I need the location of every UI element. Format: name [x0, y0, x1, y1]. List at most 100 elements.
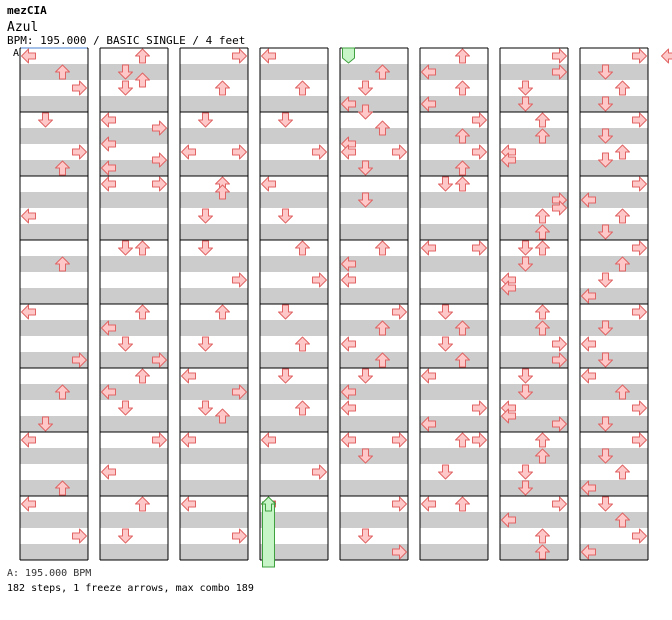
beat-stripe	[260, 192, 328, 208]
down-arrow-icon	[198, 400, 213, 416]
beat-stripe	[20, 320, 88, 336]
left-arrow-icon	[501, 152, 516, 168]
right-arrow-icon	[392, 144, 407, 160]
left-arrow-icon	[581, 288, 596, 304]
beat-stripe	[340, 304, 408, 320]
beat-stripe	[580, 352, 648, 368]
down-arrow-icon	[598, 96, 613, 112]
left-arrow-icon	[421, 240, 436, 256]
up-arrow-icon	[535, 528, 550, 544]
beat-stripe	[500, 192, 568, 208]
right-arrow-icon	[552, 64, 567, 80]
up-arrow-icon	[455, 352, 470, 368]
beat-stripe	[340, 176, 408, 192]
down-arrow-icon	[438, 464, 453, 480]
beat-stripe	[420, 432, 488, 448]
beat-stripe	[500, 224, 568, 240]
beat-stripe	[260, 160, 328, 176]
down-arrow-icon	[438, 304, 453, 320]
beat-stripe	[500, 320, 568, 336]
beat-stripe	[500, 304, 568, 320]
beat-stripe	[420, 288, 488, 304]
beat-stripe	[500, 400, 568, 416]
beat-stripe	[420, 208, 488, 224]
beat-stripe	[260, 112, 328, 128]
beat-stripe	[340, 64, 408, 80]
left-arrow-icon	[101, 136, 116, 152]
right-arrow-icon	[552, 48, 567, 64]
down-arrow-icon	[278, 304, 293, 320]
down-arrow-icon	[358, 192, 373, 208]
beat-stripe	[580, 128, 648, 144]
freeze-head-up-arrow-icon	[261, 496, 276, 512]
beat-stripe	[500, 512, 568, 528]
down-arrow-icon	[518, 480, 533, 496]
down-arrow-icon	[278, 368, 293, 384]
down-arrow-icon	[38, 112, 53, 128]
beat-stripe	[180, 80, 248, 96]
beat-stripe	[260, 96, 328, 112]
beat-stripe	[20, 80, 88, 96]
beat-stripe	[260, 512, 328, 528]
right-arrow-icon	[232, 528, 247, 544]
right-arrow-icon	[232, 48, 247, 64]
beat-stripe	[580, 240, 648, 256]
left-arrow-icon	[21, 432, 36, 448]
beat-stripe	[500, 80, 568, 96]
left-arrow-icon	[341, 432, 356, 448]
beat-stripe	[580, 272, 648, 288]
down-arrow-icon	[598, 496, 613, 512]
freeze-body	[262, 501, 275, 568]
beat-stripe	[180, 48, 248, 64]
beat-stripe	[180, 128, 248, 144]
down-arrow-icon	[118, 240, 133, 256]
left-arrow-icon	[341, 400, 356, 416]
beat-stripe	[20, 272, 88, 288]
left-arrow-icon	[341, 272, 356, 288]
right-arrow-icon	[232, 384, 247, 400]
left-arrow-icon	[101, 320, 116, 336]
beat-stripe	[340, 128, 408, 144]
beat-stripe	[260, 80, 328, 96]
beat-stripe	[100, 352, 168, 368]
beat-stripe	[180, 320, 248, 336]
beat-stripe	[500, 96, 568, 112]
up-arrow-icon	[455, 432, 470, 448]
beat-stripe	[20, 464, 88, 480]
beat-stripe	[260, 448, 328, 464]
left-arrow-icon	[581, 368, 596, 384]
beat-stripe	[100, 512, 168, 528]
right-arrow-icon	[152, 176, 167, 192]
chart-column	[579, 47, 649, 561]
beat-stripe	[20, 256, 88, 272]
up-arrow-icon	[55, 256, 70, 272]
down-arrow-icon	[118, 400, 133, 416]
left-arrow-icon	[261, 176, 276, 192]
beat-stripe	[20, 400, 88, 416]
left-arrow-icon	[421, 416, 436, 432]
beat-stripe	[340, 384, 408, 400]
beat-stripe	[20, 144, 88, 160]
beat-stripe	[260, 272, 328, 288]
beat-stripe	[100, 336, 168, 352]
right-arrow-icon	[392, 496, 407, 512]
down-arrow-icon	[518, 256, 533, 272]
up-arrow-icon	[55, 384, 70, 400]
down-arrow-icon	[278, 112, 293, 128]
beat-stripe	[420, 160, 488, 176]
beat-stripe	[500, 144, 568, 160]
beat-stripe	[260, 544, 328, 560]
up-arrow-icon	[535, 320, 550, 336]
beat-stripe	[260, 336, 328, 352]
up-arrow-icon	[295, 80, 310, 96]
beat-stripe	[340, 336, 408, 352]
beat-stripe	[340, 224, 408, 240]
beat-stripe	[340, 272, 408, 288]
right-arrow-icon	[552, 336, 567, 352]
beat-stripe	[260, 48, 328, 64]
chart-column	[259, 47, 329, 561]
up-arrow-icon	[455, 320, 470, 336]
right-arrow-icon	[472, 432, 487, 448]
